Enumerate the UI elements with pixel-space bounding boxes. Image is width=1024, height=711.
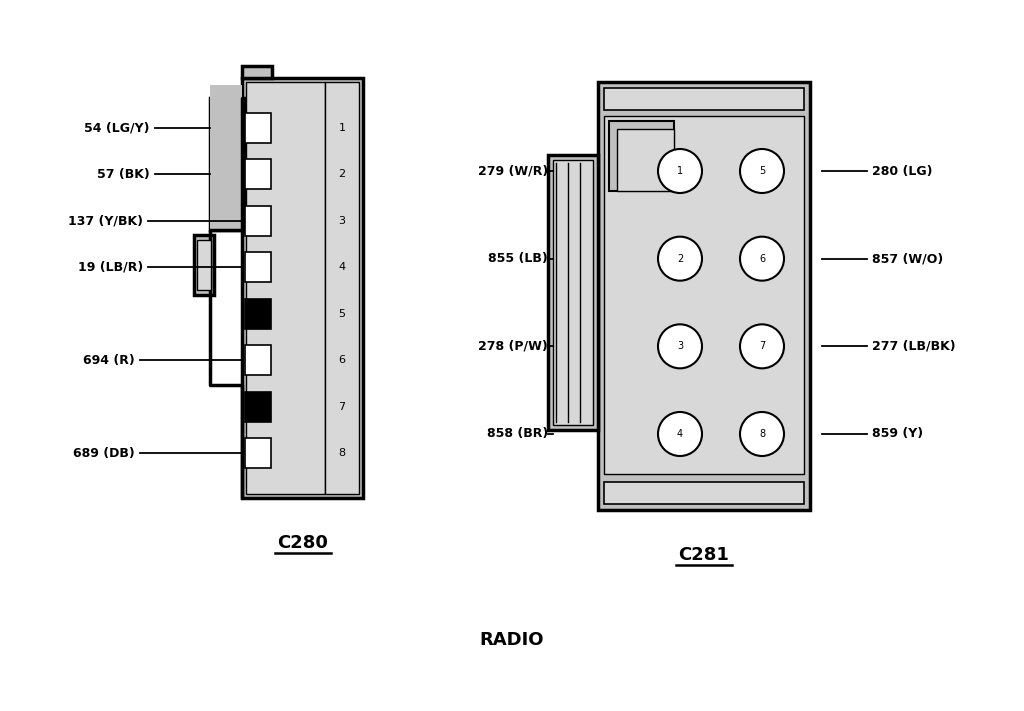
Bar — [245, 345, 271, 375]
Text: 6: 6 — [339, 355, 345, 365]
Bar — [245, 438, 271, 468]
Text: 7: 7 — [759, 341, 765, 351]
Bar — [245, 299, 271, 328]
Bar — [246, 82, 325, 494]
Bar — [325, 82, 359, 494]
Text: 7: 7 — [339, 402, 345, 412]
Circle shape — [740, 412, 784, 456]
Text: C281: C281 — [679, 546, 729, 564]
Bar — [242, 66, 272, 78]
Text: 137 (Y/BK): 137 (Y/BK) — [68, 214, 143, 228]
Circle shape — [740, 149, 784, 193]
Text: 857 (W/O): 857 (W/O) — [872, 252, 943, 265]
Bar — [609, 121, 674, 191]
Circle shape — [740, 324, 784, 368]
Bar — [245, 392, 271, 422]
Bar — [210, 85, 242, 230]
Text: 1: 1 — [677, 166, 683, 176]
Text: 859 (Y): 859 (Y) — [872, 427, 923, 441]
Text: 689 (DB): 689 (DB) — [74, 447, 135, 459]
Bar — [245, 252, 271, 282]
Text: RADIO: RADIO — [480, 631, 544, 649]
Text: 279 (W/R): 279 (W/R) — [478, 164, 548, 178]
Bar — [617, 129, 674, 191]
Text: 57 (BK): 57 (BK) — [97, 168, 150, 181]
Text: 6: 6 — [759, 254, 765, 264]
Bar — [598, 82, 810, 510]
Text: 2: 2 — [677, 254, 683, 264]
Text: 694 (R): 694 (R) — [83, 353, 135, 367]
Text: 54 (LG/Y): 54 (LG/Y) — [85, 122, 150, 134]
Text: 4: 4 — [677, 429, 683, 439]
Text: 277 (LB/BK): 277 (LB/BK) — [872, 340, 955, 353]
Circle shape — [740, 237, 784, 281]
Circle shape — [658, 412, 702, 456]
Bar — [242, 78, 362, 498]
Bar — [245, 159, 271, 189]
Text: 5: 5 — [759, 166, 765, 176]
Circle shape — [658, 324, 702, 368]
Bar — [553, 160, 593, 425]
Text: 1: 1 — [339, 123, 345, 133]
Text: 2: 2 — [339, 169, 345, 179]
Text: 278 (P/W): 278 (P/W) — [478, 340, 548, 353]
Bar — [245, 113, 271, 143]
Text: 19 (LB/R): 19 (LB/R) — [78, 261, 143, 274]
Text: 3: 3 — [677, 341, 683, 351]
Bar — [210, 98, 244, 230]
Bar — [194, 235, 214, 295]
Text: C280: C280 — [278, 534, 328, 552]
Text: 280 (LG): 280 (LG) — [872, 164, 933, 178]
Bar — [245, 206, 271, 236]
Text: 3: 3 — [339, 216, 345, 226]
Text: 4: 4 — [339, 262, 345, 272]
Text: 8: 8 — [759, 429, 765, 439]
Bar — [548, 155, 598, 430]
Bar — [604, 116, 804, 474]
Text: 5: 5 — [339, 309, 345, 319]
Text: 855 (LB): 855 (LB) — [488, 252, 548, 265]
Text: 858 (BR): 858 (BR) — [486, 427, 548, 441]
Bar — [604, 88, 804, 110]
Circle shape — [658, 237, 702, 281]
Text: 8: 8 — [339, 448, 345, 458]
Bar — [604, 482, 804, 504]
Bar — [197, 240, 211, 290]
Circle shape — [658, 149, 702, 193]
